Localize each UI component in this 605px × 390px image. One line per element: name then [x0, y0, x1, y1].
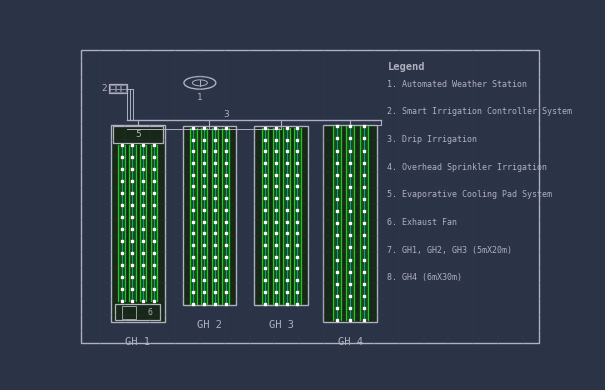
- Bar: [116, 85, 120, 89]
- Text: GH 1: GH 1: [125, 337, 150, 347]
- Bar: [129, 145, 136, 301]
- Text: GH 4: GH 4: [338, 337, 362, 347]
- Text: 5: 5: [135, 130, 140, 139]
- Text: 2: 2: [101, 84, 106, 93]
- Bar: [113, 126, 163, 143]
- Text: GH 3: GH 3: [269, 320, 293, 330]
- Bar: [116, 89, 120, 92]
- Bar: [111, 125, 165, 322]
- Bar: [333, 126, 341, 320]
- Bar: [212, 128, 218, 303]
- Bar: [119, 145, 125, 301]
- Bar: [254, 126, 308, 305]
- Text: 1: 1: [197, 93, 203, 102]
- Text: 8. GH4 (6mX30m): 8. GH4 (6mX30m): [387, 273, 462, 282]
- Bar: [122, 306, 136, 319]
- Bar: [201, 128, 208, 303]
- Bar: [223, 128, 229, 303]
- Bar: [190, 128, 197, 303]
- Text: 6: 6: [147, 308, 152, 317]
- Bar: [283, 128, 290, 303]
- Text: 7. GH1, GH2, GH3 (5mX20m): 7. GH1, GH2, GH3 (5mX20m): [387, 246, 512, 255]
- Bar: [121, 85, 126, 89]
- Bar: [294, 128, 301, 303]
- Bar: [323, 125, 377, 322]
- Bar: [140, 145, 146, 301]
- Bar: [346, 126, 354, 320]
- Text: 1. Automated Weather Station: 1. Automated Weather Station: [387, 80, 528, 89]
- Text: 2. Smart Irrigation Controller System: 2. Smart Irrigation Controller System: [387, 108, 572, 117]
- Text: 5. Evaporative Cooling Pad System: 5. Evaporative Cooling Pad System: [387, 190, 552, 199]
- Bar: [151, 145, 157, 301]
- Bar: [110, 89, 115, 92]
- Text: 6. Exhaust Fan: 6. Exhaust Fan: [387, 218, 457, 227]
- Text: 3. Drip Irrigation: 3. Drip Irrigation: [387, 135, 477, 144]
- Text: Legend: Legend: [387, 62, 425, 72]
- Bar: [183, 126, 237, 305]
- Bar: [116, 304, 160, 320]
- Bar: [110, 84, 127, 93]
- Bar: [121, 89, 126, 92]
- Bar: [110, 85, 115, 89]
- Text: GH 2: GH 2: [197, 320, 222, 330]
- Bar: [273, 128, 279, 303]
- Bar: [262, 128, 268, 303]
- Text: 4. Overhead Sprinkler Irrigation: 4. Overhead Sprinkler Irrigation: [387, 163, 548, 172]
- Text: 3: 3: [223, 110, 229, 119]
- Bar: [359, 126, 368, 320]
